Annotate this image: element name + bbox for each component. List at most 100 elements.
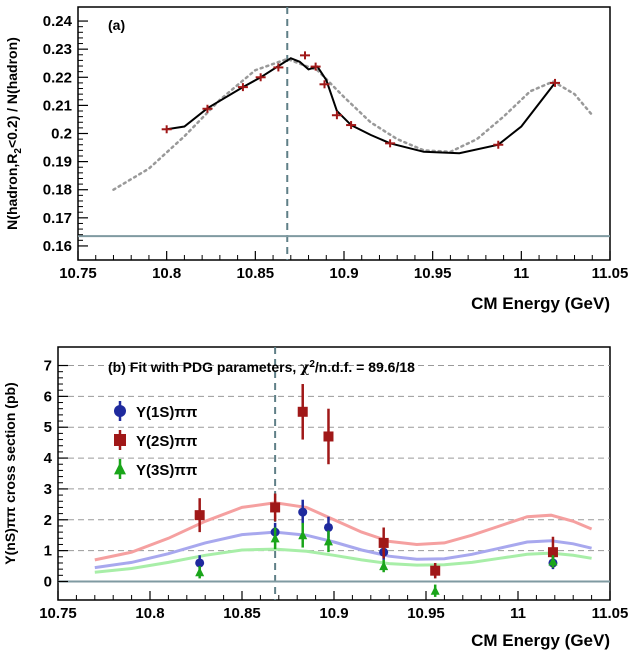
panel-a-x-ticks: 10.75 10.8 10.85 10.9 10.95 11 11.05 [59, 251, 628, 282]
square-marker [114, 434, 126, 446]
panel-b-y-tick-label: 6 [44, 388, 52, 405]
panel-a-x-tick-label: 10.75 [59, 265, 97, 282]
ylabel-main: N(hadron,R [4, 154, 20, 230]
triangle-marker [430, 585, 440, 595]
panel-b: 10.75 10.8 10.85 10.9 10.95 11 11.05 01234567 … [2, 346, 629, 650]
panel-a-x-axis-label: CM Energy (GeV) [471, 294, 610, 313]
panel-a-x-tick-label: 10.8 [152, 265, 181, 282]
chi-symbol: χ [300, 360, 309, 376]
square-marker [547, 547, 558, 558]
panel-a-data-point [255, 73, 266, 82]
panel-b-y-ticks: 0 1 2 3 4 5 6 7 [44, 358, 68, 590]
legend-label: Υ(2S)ππ [136, 433, 198, 450]
panel-a-y-ticks: 0.16 0.17 0.18 0.19 0.2 0.21 0.22 0.23 0.24 [43, 13, 88, 255]
square-marker [323, 431, 334, 442]
panel-a-y-tick-label: 0.23 [43, 41, 72, 58]
panel-a-model-curve [112, 57, 594, 191]
panel-a-data-point [161, 125, 172, 134]
panel-a-x-tick-label: 11.05 [592, 265, 629, 282]
square-marker [378, 537, 389, 548]
panel-b-y-tick-label: 7 [44, 358, 52, 375]
panel-a-data-point [310, 62, 321, 71]
triangle-marker [195, 567, 205, 577]
legend-entry: Υ(2S)ππ [114, 430, 198, 450]
panel-b-y-tick-label: 0 [44, 573, 52, 590]
panel-a-data-point [385, 139, 396, 148]
legend-label: Υ(3S)ππ [136, 462, 198, 479]
legend-entry: Υ(1S)ππ [114, 401, 198, 421]
panel-a-y-tick-label: 0.17 [43, 210, 72, 227]
panel-a-data-point [237, 83, 248, 92]
triangle-marker [548, 556, 558, 566]
circle-marker [195, 558, 205, 568]
panel-a-frame [77, 6, 611, 261]
triangle-marker [298, 530, 308, 540]
ylabel-subscript: 2 [13, 148, 24, 154]
square-marker [297, 406, 308, 417]
panel-a-data-point [202, 104, 213, 113]
chi-superscript: 2 [309, 359, 315, 370]
panel-b-fit-curve [94, 530, 592, 570]
triangle-marker [270, 533, 280, 543]
panel-b-data-points [194, 384, 558, 597]
panel-b-title-rest: /n.d.f. = 89.6/18 [315, 359, 415, 375]
panel-a-data-point [273, 63, 284, 72]
panel-a-data-points [161, 51, 561, 149]
panel-b-x-tick-label: 11.05 [592, 605, 629, 622]
triangle-marker [114, 462, 126, 475]
square-marker [194, 510, 205, 521]
triangle-marker [379, 561, 389, 571]
panel-a: 10.75 10.8 10.85 10.9 10.95 11 11.05 0.160.170… [4, 6, 628, 313]
panel-a-data-point [299, 51, 310, 60]
panel-b-data-point [323, 530, 333, 553]
panel-b-reference-lines [58, 347, 610, 600]
circle-marker [298, 507, 308, 517]
panel-a-data-point [319, 80, 330, 89]
panel-b-data-point [270, 527, 280, 550]
legend-entry: Υ(3S)ππ [114, 459, 198, 479]
square-marker [270, 502, 281, 513]
panel-b-y-tick-label: 4 [44, 450, 53, 467]
panel-b-data-point [378, 527, 389, 559]
panel-a-y-tick-label: 0.2 [51, 126, 72, 143]
circle-marker [323, 522, 333, 532]
panel-b-x-axis-label: CM Energy (GeV) [471, 631, 610, 650]
panel-b-x-tick-label: 10.8 [135, 605, 164, 622]
panel-b-data-point [430, 562, 441, 579]
panel-b-legend: Υ(1S)ππ Υ(2S)ππ Υ(3S)ππ [114, 401, 198, 479]
ylabel-rest: <0.2) / N(hadron) [4, 37, 20, 148]
panel-b-data-point [548, 555, 558, 568]
panel-b-data-point [379, 559, 389, 573]
panel-a-model-curve-line [112, 57, 594, 191]
panel-a-y-tick-label: 0.16 [43, 238, 72, 255]
panel-b-data-point [298, 499, 308, 525]
square-marker [430, 565, 441, 576]
panel-a-data-point [346, 121, 357, 130]
panel-b-y-tick-label: 2 [44, 512, 52, 529]
panel-a-x-tick-label: 10.85 [237, 265, 275, 282]
panel-a-fit-curve-line [166, 57, 556, 155]
panel-b-x-tick-label: 10.9 [319, 605, 348, 622]
panel-b-fit-curves [94, 501, 593, 574]
panel-a-y-axis-label: N(hadron,R2<0.2) / N(hadron) [4, 37, 24, 230]
panel-a-data-point [331, 111, 342, 120]
panel-b-data-point [194, 498, 205, 533]
legend-label: Υ(1S)ππ [136, 404, 198, 421]
panel-b-y-tick-label: 1 [44, 543, 52, 560]
panel-b-fit-curve [94, 501, 593, 562]
panel-b-data-point [195, 566, 205, 579]
panel-a-y-tick-label: 0.21 [43, 97, 72, 114]
triangle-marker [323, 536, 333, 546]
panel-a-y-tick-label: 0.19 [43, 154, 72, 171]
panel-b-title-main: (b) Fit with PDG parameters, [108, 359, 300, 375]
panel-b-y-tick-label: 3 [44, 481, 52, 498]
panel-a-label: (a) [108, 17, 125, 33]
panel-a-data-point [550, 78, 561, 87]
panel-a-x-tick-label: 10.95 [414, 265, 452, 282]
panel-b-data-point [298, 522, 308, 548]
panel-b-x-tick-label: 10.95 [407, 605, 445, 622]
panel-b-title: (b) Fit with PDG parameters, χ2/n.d.f. =… [108, 359, 415, 376]
panel-b-x-tick-label: 10.85 [223, 605, 261, 622]
panel-a-y-tick-label: 0.22 [43, 69, 72, 86]
